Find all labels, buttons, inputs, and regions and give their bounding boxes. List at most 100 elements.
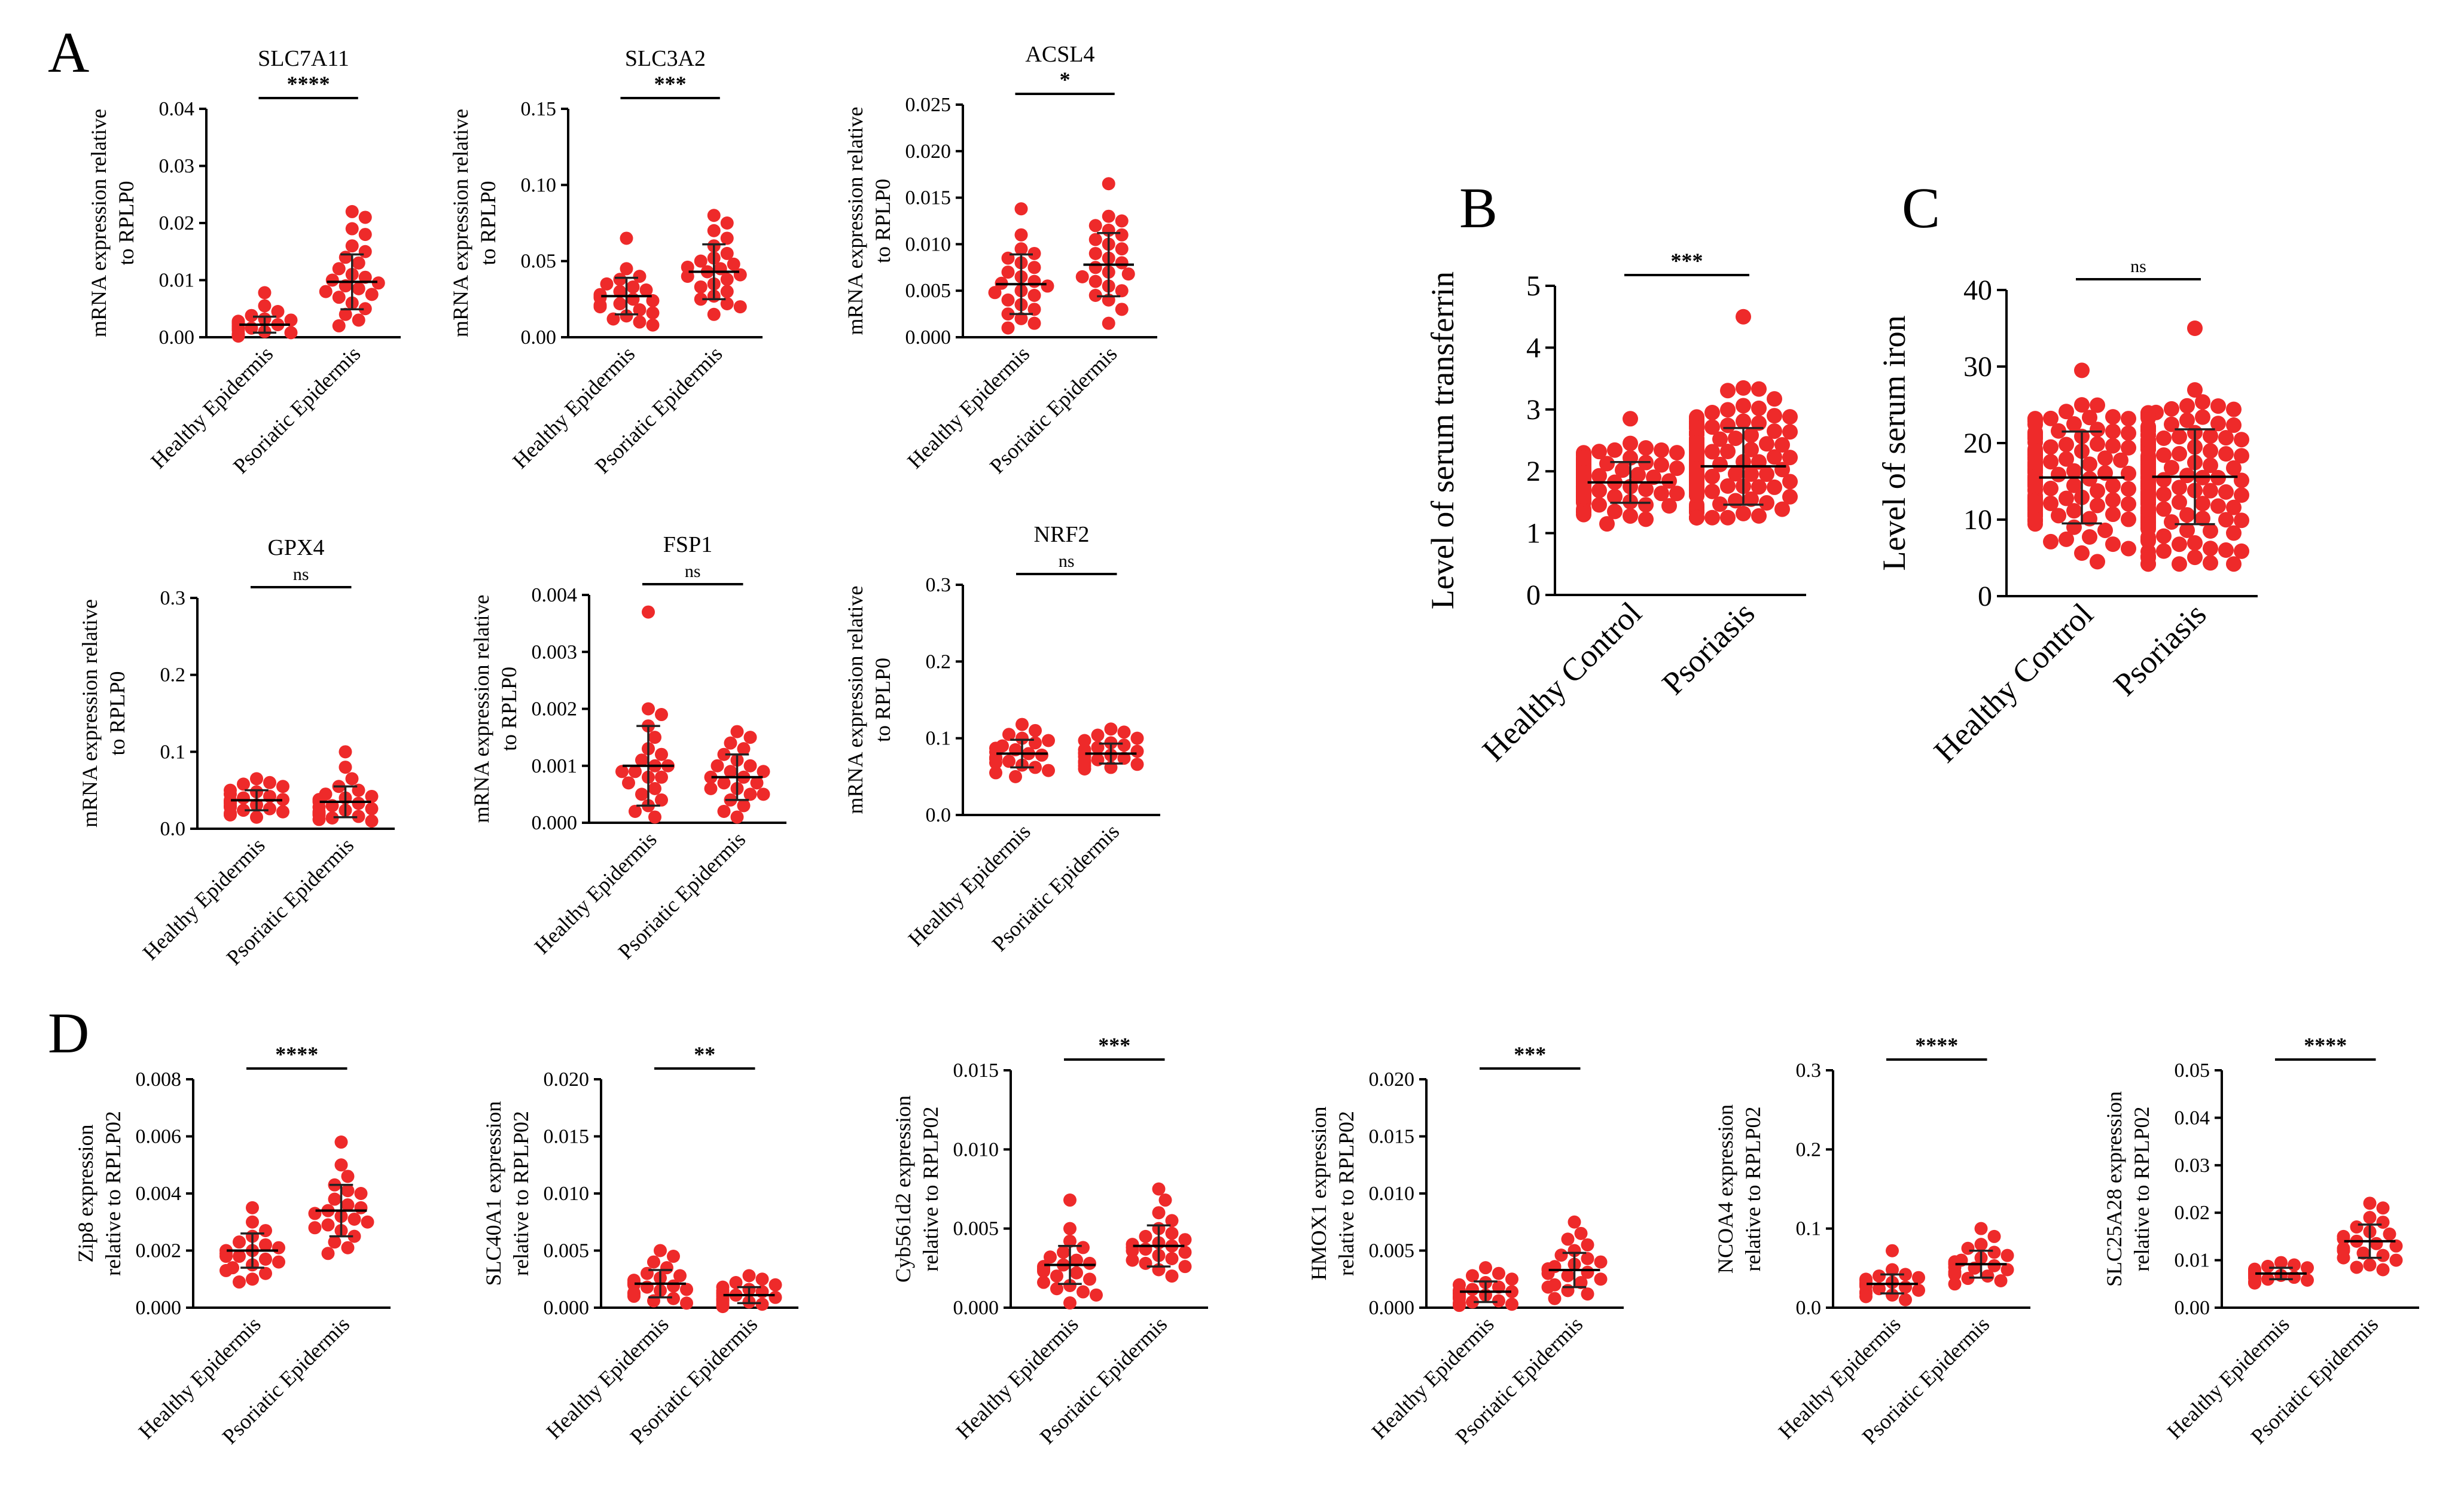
- y-tick-label: 0.01: [2175, 1250, 2210, 1272]
- series-1: [1037, 1193, 1103, 1310]
- data-point: [2105, 506, 2121, 523]
- data-point: [308, 1207, 322, 1220]
- series-1: [988, 202, 1054, 335]
- y-tick-label: 0.001: [532, 755, 578, 777]
- data-point: [1689, 420, 1704, 436]
- data-point: [2195, 510, 2210, 526]
- data-point: [1115, 256, 1129, 270]
- data-point: [750, 776, 764, 790]
- data-point: [1088, 233, 1102, 246]
- data-point: [358, 270, 372, 284]
- data-point: [742, 1269, 756, 1283]
- data-point: [1987, 1259, 2001, 1272]
- data-point: [2074, 545, 2090, 561]
- data-point: [1453, 1299, 1466, 1312]
- y-axis-label-line: Level of serum transferrin: [1425, 271, 1460, 609]
- data-point: [2363, 1196, 2377, 1210]
- data-point: [1987, 1245, 2001, 1259]
- data-point: [1044, 1250, 1057, 1264]
- data-point: [733, 300, 747, 314]
- y-axis-label-line: Level of serum iron: [1876, 315, 1912, 570]
- data-point: [680, 1296, 693, 1310]
- data-point: [250, 772, 263, 786]
- data-point: [1782, 489, 1798, 505]
- data-point: [352, 282, 365, 295]
- data-point: [1077, 1285, 1090, 1299]
- series-2: [308, 1135, 374, 1260]
- data-point: [707, 209, 721, 222]
- data-point: [655, 747, 668, 761]
- y-tick-label: 0.10: [521, 174, 557, 196]
- data-point: [2090, 554, 2105, 570]
- data-point: [1736, 309, 1751, 325]
- data-point: [1736, 398, 1751, 414]
- data-point: [2234, 487, 2249, 503]
- y-tick-label: 0.020: [905, 141, 952, 163]
- data-point: [1121, 267, 1135, 281]
- category-label: Psoriasis: [2106, 596, 2213, 703]
- data-point: [1492, 1280, 1505, 1294]
- data-point: [1704, 419, 1720, 435]
- data-point: [1704, 483, 1720, 499]
- data-point: [720, 216, 734, 230]
- y-tick-label: 0.020: [544, 1069, 590, 1091]
- data-point: [2234, 543, 2249, 559]
- data-point: [1591, 497, 1607, 513]
- data-point: [2066, 519, 2082, 535]
- data-point: [1961, 1241, 1975, 1255]
- data-point: [2187, 382, 2203, 398]
- data-point: [358, 245, 372, 258]
- y-tick-label: 0.3: [926, 574, 952, 596]
- data-point: [2027, 441, 2043, 457]
- y-axis-label-line: to RPLP0: [114, 181, 138, 265]
- y-tick-label: 0.010: [544, 1183, 590, 1205]
- data-point: [345, 239, 359, 253]
- series-2: [1948, 1222, 2014, 1291]
- data-point: [2363, 1211, 2377, 1225]
- series-2: [2337, 1196, 2403, 1277]
- data-point: [1083, 1256, 1096, 1270]
- data-point: [1178, 1260, 1192, 1274]
- data-point: [2350, 1220, 2364, 1234]
- data-point: [1139, 1256, 1152, 1270]
- data-point: [272, 1241, 285, 1254]
- data-point: [727, 257, 740, 271]
- data-point: [2059, 404, 2074, 420]
- y-axis-label-line: mRNA expression relative: [78, 599, 102, 828]
- data-point: [345, 204, 359, 218]
- data-point: [1661, 498, 1677, 514]
- data-point: [284, 326, 298, 340]
- y-tick-label: 0.03: [159, 155, 195, 178]
- data-point: [1466, 1269, 1479, 1283]
- data-point: [600, 277, 614, 291]
- data-point: [2203, 483, 2218, 499]
- data-point: [648, 810, 661, 824]
- data-point: [1607, 503, 1623, 520]
- data-point: [1057, 1245, 1070, 1259]
- data-point: [1720, 478, 1736, 494]
- data-point: [1599, 516, 1615, 532]
- y-axis-label-line: mRNA expression relative: [87, 109, 111, 337]
- data-point: [325, 811, 339, 825]
- data-point: [648, 781, 661, 795]
- significance-label: ****: [2304, 1033, 2347, 1057]
- y-tick-label: 0.015: [905, 187, 952, 209]
- data-point: [2179, 412, 2195, 428]
- data-point: [233, 1250, 246, 1263]
- chart-title: NRF2: [1034, 522, 1090, 547]
- data-point: [259, 1252, 272, 1266]
- data-point: [341, 1241, 355, 1254]
- data-point: [347, 1229, 361, 1243]
- data-point: [1002, 755, 1016, 768]
- data-point: [2261, 1259, 2274, 1273]
- data-point: [655, 770, 668, 784]
- data-point: [2187, 320, 2203, 336]
- data-point: [1541, 1280, 1555, 1294]
- y-axis-label-line: to RPLP0: [871, 658, 895, 742]
- data-point: [1505, 1272, 1518, 1286]
- data-point: [2389, 1253, 2403, 1267]
- data-point: [2059, 531, 2074, 547]
- data-point: [1492, 1266, 1505, 1280]
- y-tick-label: 0.02: [159, 212, 195, 234]
